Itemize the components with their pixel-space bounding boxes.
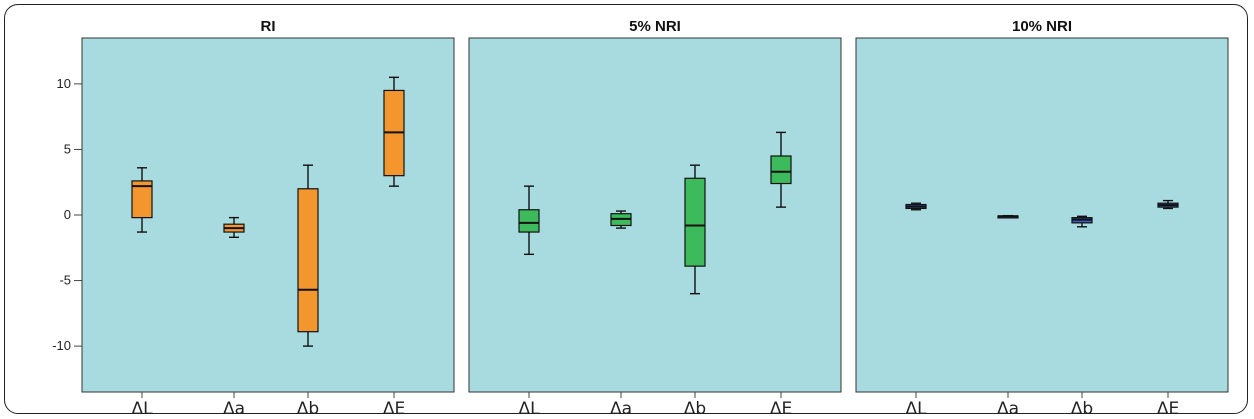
figure-frame [4,4,1248,414]
box [770,155,792,185]
x-tick-label: Δa [223,399,245,419]
y-tick-label: -10 [52,338,71,353]
box [297,188,319,333]
panel-title: 10% NRI [1012,18,1072,35]
y-tick-label: -5 [59,273,71,288]
x-tick-label: ΔE [383,399,405,419]
box [684,177,706,267]
x-tick-label: ΔL [131,399,153,419]
x-tick-label: ΔE [1157,399,1179,419]
x-tick-label: Δb [297,399,319,419]
x-tick-label: Δb [684,399,706,419]
x-tick-label: Δb [1071,399,1093,419]
y-tick-label: 0 [64,207,71,222]
x-tick-label: ΔL [905,399,927,419]
panel-title: RI [261,18,276,35]
x-tick-label: Δa [610,399,632,419]
box [131,180,153,219]
x-tick-label: Δa [997,399,1019,419]
y-tick-label: 5 [64,141,71,156]
box [518,209,540,233]
panel-background [855,37,1229,393]
x-tick-label: ΔE [770,399,792,419]
panel-title: 5% NRI [629,18,681,35]
x-tick-label: ΔL [518,399,540,419]
y-tick-label: 10 [57,76,71,91]
